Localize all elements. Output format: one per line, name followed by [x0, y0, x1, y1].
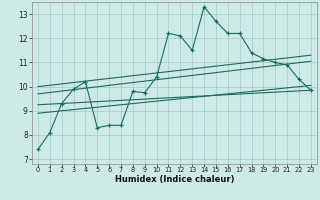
X-axis label: Humidex (Indice chaleur): Humidex (Indice chaleur) — [115, 175, 234, 184]
